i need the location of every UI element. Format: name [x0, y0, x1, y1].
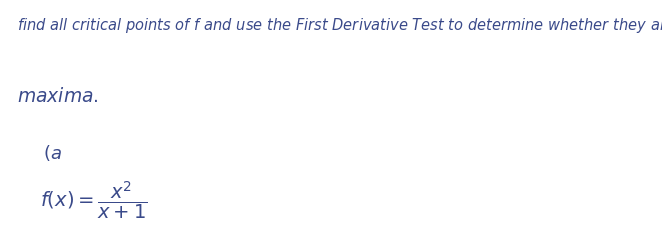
Text: $\bf{\it{maxima.}}$: $\bf{\it{maxima.}}$: [17, 87, 98, 106]
Text: $\it{f}(\it{x}) = \dfrac{\it{x}^2}{\it{x}+1}$: $\it{f}(\it{x}) = \dfrac{\it{x}^2}{\it{x…: [40, 178, 147, 220]
Text: $\it{find\ all\ critical\ points\ of\ f\ and\ use\ the\ First\ Derivative\ Test\: $\it{find\ all\ critical\ points\ of\ f\…: [17, 16, 662, 35]
Text: $\bf{\it{(a}}$: $\bf{\it{(a}}$: [43, 142, 62, 162]
